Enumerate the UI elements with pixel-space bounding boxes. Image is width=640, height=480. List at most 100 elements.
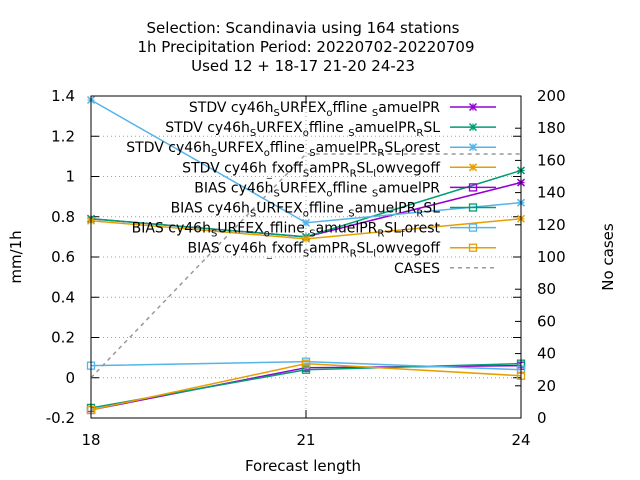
legend-text: CASES	[394, 261, 440, 277]
legend-label: STDV cy46hSURFEXoffline SamuelPR	[189, 100, 440, 119]
data-point	[468, 123, 478, 132]
y2-tick-label: 200	[537, 87, 566, 105]
legend-subscript: S	[250, 209, 256, 220]
y-tick-label: 1.2	[51, 127, 75, 145]
legend-label: STDV cy46hSURFEXoffline SamuelPRRSL	[165, 120, 440, 139]
y2-tick-label: 140	[537, 184, 566, 202]
data-point	[301, 359, 311, 368]
legend-subscript: S	[348, 209, 354, 220]
y-tick-label: 0.8	[51, 208, 75, 226]
data-point	[468, 223, 478, 232]
legend-subscript: S	[309, 148, 315, 159]
legend-item-9: CASES	[394, 261, 496, 277]
legend-text: fxoff	[272, 241, 303, 257]
series-line	[90, 362, 522, 409]
legend-text: SL	[357, 241, 374, 257]
legend-text: BIAS cy46h	[132, 221, 211, 237]
legend-subscript: S	[303, 249, 309, 260]
y-tick-label: 0.4	[51, 288, 75, 306]
legend-text: ffline	[333, 180, 372, 196]
legend-subscript: R	[350, 249, 357, 260]
legend-label: CASES	[394, 261, 440, 277]
y2-tick-label: 100	[537, 248, 566, 266]
legend-text: orest	[405, 221, 441, 237]
data-point	[468, 163, 478, 172]
legend-item-8: BIAS cy46h_fxoffSamPRRSLlowvegoff	[187, 241, 496, 260]
series-line	[90, 362, 522, 411]
title-line-1: Selection: Scandinavia using 164 station…	[147, 19, 460, 37]
legend-item-4: STDV cy46h_fxoffSamPRRSLlowvegoff	[182, 160, 496, 179]
x-tick-label: 24	[511, 431, 530, 449]
legend-text: STDV cy46h	[126, 140, 211, 156]
legend-text: ffline	[270, 140, 309, 156]
chart-title: Selection: Scandinavia using 164 station…	[137, 19, 474, 75]
axis-ticks: -0.2 0 0.2 0.4 0.6 0.8 1 1.2 1.4 0 20 40 60 80 100 120 1…	[46, 87, 566, 449]
y2-tick-label: 60	[537, 312, 556, 330]
legend-text: STDV cy46h	[189, 100, 274, 116]
legend-subscript: S	[250, 128, 256, 139]
legend-text: URFEX	[256, 120, 303, 136]
legend-subscript: S	[274, 188, 280, 199]
y2-tick-label: 20	[537, 377, 556, 395]
legend-text: BIAS cy46h	[171, 201, 250, 217]
legend-subscript: R	[350, 168, 357, 179]
series-line	[90, 360, 522, 371]
legend-subscript: o	[303, 128, 309, 139]
legend-text: URFEX	[217, 140, 264, 156]
legend-text: SL	[423, 201, 440, 217]
y2-axis-label: No cases	[599, 223, 617, 291]
legend-label: BIAS cy46hSURFEXoffline SamuelPRRSLfores…	[132, 221, 441, 240]
legend-text: ffline	[309, 120, 348, 136]
legend-subscript: o	[326, 108, 332, 119]
legend-item-1: STDV cy46hSURFEXoffline SamuelPR	[189, 100, 496, 119]
legend-subscript: _	[266, 168, 273, 179]
y-tick-label: 1.4	[51, 87, 75, 105]
y-tick-label: -0.2	[46, 409, 75, 427]
legend-text: owvegoff	[376, 241, 440, 257]
data-point	[301, 234, 311, 243]
y2-tick-label: 80	[537, 280, 556, 298]
legend-item-7: BIAS cy46hSURFEXoffline SamuelPRRSLfores…	[132, 221, 496, 240]
plot-frame	[90, 95, 522, 419]
legend-subscript: S	[372, 108, 378, 119]
data-point	[468, 143, 478, 152]
data-point	[468, 102, 478, 112]
legend-subscript: l	[373, 249, 376, 260]
y2-tick-label: 120	[537, 216, 566, 234]
legend-label: BIAS cy46hSURFEXoffline SamuelPR	[194, 180, 440, 199]
legend-subscript: R	[416, 209, 423, 220]
legend-text: SL	[357, 160, 374, 176]
y2-tick-label: 160	[537, 151, 566, 169]
legend-subscript: R	[416, 128, 423, 139]
title-line-3: Used 12 + 18-17 21-20 24-23	[191, 57, 415, 75]
legend-text: ffline	[333, 100, 372, 116]
y2-tick-label: 180	[537, 119, 566, 137]
legend-label: STDV cy46h_fxoffSamPRRSLlowvegoff	[182, 160, 440, 179]
legend-text: STDV cy46h	[165, 120, 250, 136]
legend-subscript: R	[377, 229, 384, 240]
legend-subscript: o	[326, 188, 332, 199]
y2-tick-label: 0	[537, 409, 547, 427]
legend-item-3: STDV cy46hSURFEXoffline SamuelPRRSLfores…	[126, 140, 496, 159]
legend-subscript: R	[377, 148, 384, 159]
legend-subscript: S	[303, 168, 309, 179]
data-point	[468, 183, 478, 192]
data-point	[468, 243, 478, 252]
legend-text: STDV cy46h	[182, 160, 267, 176]
legend-subscript: S	[274, 108, 280, 119]
legend-subscript: _	[266, 249, 273, 260]
title-line-2: 1h Precipitation Period: 20220702-202207…	[137, 38, 474, 56]
legend-subscript: f	[401, 229, 405, 240]
y-axis-label: mm/1h	[7, 230, 25, 283]
legend-text: amPR	[309, 160, 350, 176]
legend-subscript: f	[401, 148, 405, 159]
legend-text: SL	[384, 140, 401, 156]
legend-text: URFEX	[280, 180, 327, 196]
legend-subscript: o	[264, 148, 270, 159]
series-lines	[86, 95, 526, 415]
x-axis-label: Forecast length	[245, 457, 361, 475]
legend-item-2: STDV cy46hSURFEXoffline SamuelPRRSL	[165, 120, 496, 139]
legend-subscript: S	[348, 128, 354, 139]
legend-text: URFEX	[256, 201, 303, 217]
